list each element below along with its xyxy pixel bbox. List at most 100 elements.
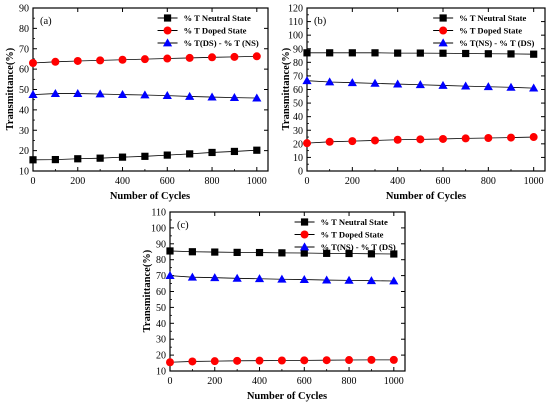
x-tick-label: 400 (252, 376, 267, 387)
x-tick-label: 0 (168, 376, 173, 387)
x-axis-title: Number of Cycles (110, 191, 190, 202)
data-point (370, 78, 380, 87)
data-point (325, 137, 334, 146)
x-tick-label: 800 (205, 176, 220, 187)
data-point (277, 274, 287, 283)
x-tick-label: 1000 (524, 176, 544, 187)
legend-label: % T Doped State (184, 26, 247, 36)
y-tick-label: 40 (19, 105, 29, 116)
y-tick-label: 10 (293, 153, 303, 164)
data-point (389, 355, 398, 364)
data-point (162, 91, 172, 100)
chart-panel-1: 0 10 20 30 40 50 60 70 80 90 100 110 120 0 200 400 600 80… (281, 4, 546, 202)
series-0 (29, 146, 261, 164)
data-point (366, 276, 377, 285)
data-point (367, 250, 376, 258)
data-point (326, 49, 334, 57)
legend-label: % T(NS) - % T (DS) (321, 242, 396, 252)
data-point (345, 356, 354, 365)
data-point (188, 248, 196, 256)
y-tick-label: 30 (156, 335, 166, 346)
data-point (529, 83, 539, 92)
y-tick-label: 30 (293, 126, 303, 137)
data-point (252, 93, 262, 102)
y-axis-title: Transmittance(%) (142, 249, 153, 332)
data-point (207, 92, 217, 101)
legend-marker (163, 14, 172, 22)
y-tick-label: 20 (19, 146, 29, 157)
y-tick-label: 50 (293, 99, 303, 110)
y-tick-label: 70 (156, 271, 166, 282)
data-point (186, 150, 194, 158)
data-point (51, 57, 60, 66)
data-point (185, 53, 194, 62)
x-tick-label: 1000 (247, 176, 267, 187)
x-tick-label: 800 (481, 176, 496, 187)
data-point (278, 249, 286, 257)
x-tick-label: 600 (297, 376, 312, 387)
data-point (389, 276, 399, 285)
panel-label: (b) (314, 16, 327, 27)
data-point (371, 136, 379, 145)
data-point (439, 49, 447, 57)
data-point (300, 356, 309, 365)
y-tick-label: 50 (156, 303, 166, 314)
legend-label: % T Doped State (321, 230, 384, 240)
data-point (208, 148, 216, 157)
data-point (252, 52, 261, 61)
data-point (28, 89, 38, 98)
y-tick-label: 60 (19, 65, 29, 76)
data-point (233, 356, 242, 365)
x-tick-label: 200 (345, 176, 360, 187)
y-tick-label: 80 (156, 255, 166, 266)
data-point (166, 247, 174, 255)
data-point (118, 153, 127, 161)
series-0 (303, 49, 538, 58)
data-point (348, 49, 356, 57)
data-point (371, 49, 379, 57)
data-point (29, 156, 37, 164)
y-tick-label: 60 (293, 85, 303, 96)
x-tick-label: 400 (115, 176, 130, 187)
x-tick-label: 200 (70, 176, 85, 187)
data-point (230, 147, 239, 156)
data-point (29, 59, 37, 68)
data-point (50, 88, 60, 97)
legend-entry: % T Doped State (294, 230, 384, 240)
legend-marker (162, 38, 173, 47)
data-point (230, 52, 239, 61)
data-point (484, 133, 493, 142)
y-tick-label: 110 (288, 17, 303, 28)
legend-marker (163, 26, 172, 35)
data-point (303, 139, 311, 148)
legend-label: % T(NS) - % T (DS) (459, 38, 534, 48)
data-point (163, 54, 172, 63)
series-0 (166, 247, 398, 258)
data-point (300, 249, 308, 257)
data-point (325, 77, 335, 86)
data-point (302, 76, 312, 85)
data-point (232, 273, 242, 282)
y-tick-label: 90 (156, 239, 166, 250)
y-tick-label: 60 (156, 287, 166, 298)
legend-entry: % T Neutral State (157, 13, 251, 23)
y-tick-label: 80 (19, 24, 29, 35)
data-point (507, 133, 515, 142)
y-tick-label: 90 (19, 4, 29, 15)
data-point (96, 56, 105, 65)
data-point (303, 49, 311, 57)
data-point (73, 88, 83, 97)
data-point (323, 249, 331, 257)
series-1 (29, 52, 261, 68)
y-tick-label: 10 (156, 367, 166, 378)
y-tick-label: 0 (298, 167, 303, 178)
legend-marker (300, 218, 309, 226)
series-2 (302, 76, 539, 92)
legend-label: % T(DS) - % T (NS) (184, 38, 259, 48)
legend-marker (300, 230, 309, 239)
panel-label: (a) (40, 16, 52, 27)
data-point (74, 155, 82, 163)
data-point (348, 137, 357, 146)
x-axis-title: Number of Cycles (386, 191, 466, 202)
data-point (507, 50, 515, 58)
